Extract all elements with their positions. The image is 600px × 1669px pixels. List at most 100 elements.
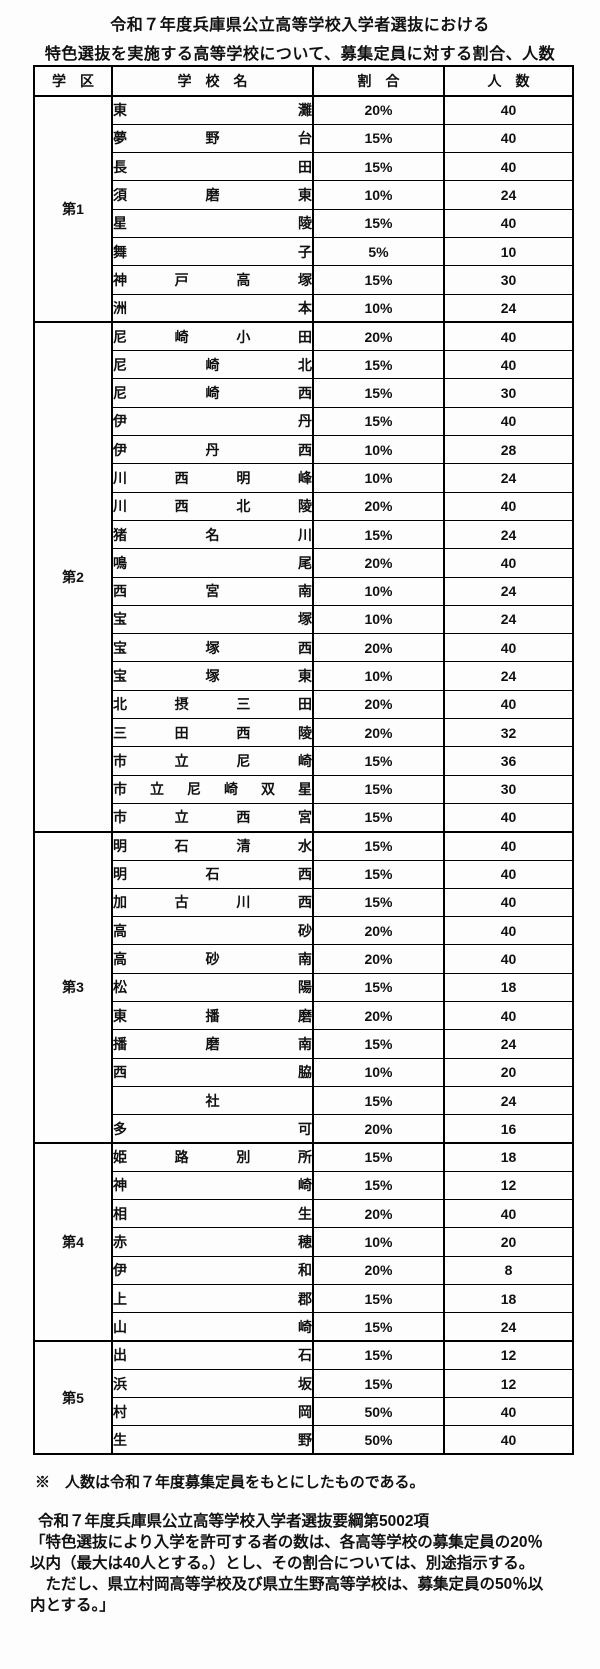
footer-reference-line: 令和７年度兵庫県公立高等学校入学者選抜要綱第5002項 [38,1513,429,1530]
count-value: 40 [443,1425,574,1455]
table-row: 西宮南 10% 24 [34,576,574,606]
school-name: 村岡 [111,1397,314,1427]
count-value: 40 [443,208,574,238]
count-value: 28 [443,435,574,465]
table-row: 第3 明石清水 15% 40 [33,830,574,1144]
table-row: 第1 東灘 20% 40 [33,94,574,323]
table-row: 夢野台 15% 40 [34,123,574,154]
school-name: 神戸高塚 [111,265,314,295]
school-name: 鳴尾 [111,548,314,578]
district-label: 第1 [33,94,113,323]
table-row: 尼崎西 15% 30 [34,378,574,408]
school-name: 星陵 [111,208,314,238]
table-row: 加古川西 15% 40 [34,887,574,918]
count-value: 40 [443,633,574,663]
count-value: 24 [443,293,574,323]
school-name: 加古川西 [111,887,314,918]
school-name: 明石清水 [111,830,314,861]
school-name: 宝塚 [111,604,314,635]
table-header-row: 学 区 学 校 名 割 合 人 数 [33,65,574,97]
header-district-label: 学 区 [33,65,113,97]
table-row: 市立尼崎双星 15% 30 [34,774,574,804]
school-name: 猪名川 [111,519,314,550]
ratio-value: 15% [312,774,445,804]
ratio-value: 15% [312,1368,445,1399]
count-value: 30 [443,265,574,295]
ratio-value: 15% [312,830,445,861]
school-name: 松陽 [111,972,314,1003]
count-value: 16 [443,1114,574,1144]
ratio-value: 20% [312,321,445,352]
ratio-value: 20% [312,94,445,125]
school-name: 市立西宮 [111,802,314,833]
school-name: 尼崎北 [111,350,314,380]
school-name: 姫路別所 [111,1141,314,1172]
table-row: 伊丹 15% 40 [34,406,574,437]
ratio-value: 20% [312,1199,445,1229]
ratio-value: 15% [312,152,445,182]
count-value: 40 [443,1397,574,1427]
ratio-value: 10% [312,435,445,465]
school-name: 浜坂 [111,1368,314,1399]
count-value: 40 [443,123,574,154]
count-value: 24 [443,519,574,550]
ratio-value: 15% [312,519,445,550]
table-row: 相生 20% 40 [34,1199,574,1229]
count-value: 24 [443,1029,574,1059]
school-name: 川西明峰 [111,463,314,493]
count-value: 40 [443,491,574,521]
school-table-body: 第1 東灘 20% 40 夢野台 15% 40 長田 15% 40 須磨東 10% 24 星陵 15% 40 舞… [33,94,574,1455]
count-value: 36 [443,746,574,776]
school-name: 多可 [111,1114,314,1144]
school-name: 北摂三田 [111,689,314,720]
count-value: 40 [443,887,574,918]
ratio-value: 15% [312,123,445,154]
table-row: 第2 尼崎小田 20% 40 [33,321,574,833]
ratio-value: 10% [312,463,445,493]
ratio-value: 10% [312,1227,445,1257]
ratio-value: 10% [312,604,445,635]
count-value: 18 [443,1141,574,1172]
ratio-value: 50% [312,1397,445,1427]
school-name: 赤穂 [111,1227,314,1257]
document-title-line1: 令和７年度兵庫県公立高等学校入学者選抜における [110,17,490,34]
table-row: 舞子 5% 10 [34,236,574,267]
count-value: 40 [443,406,574,437]
ratio-value: 15% [312,746,445,776]
table-row: 高砂南 20% 40 [34,944,574,974]
footer-quote-line: ただし、県立村岡高等学校及び県立生野高等学校は、募集定員の50％以 [30,1576,544,1593]
count-value: 30 [443,774,574,804]
count-value: 40 [443,689,574,720]
ratio-value: 20% [312,944,445,974]
count-value: 24 [443,1085,574,1116]
table-row: 猪名川 15% 24 [34,519,574,550]
ratio-value: 10% [312,180,445,210]
table-row: 須磨東 10% 24 [34,180,574,210]
school-name: 出石 [111,1340,314,1370]
table-row: 市立西宮 15% 40 [34,802,574,833]
school-name: 相生 [111,1199,314,1229]
school-name: 伊丹西 [111,435,314,465]
table-row: 第4 姫路別所 15% 18 [33,1141,574,1342]
table-row: 明石西 15% 40 [34,859,574,889]
table-row: 尼崎北 15% 40 [34,350,574,380]
table-row: 川西北陵 20% 40 [34,491,574,521]
school-name: 市立尼崎双星 [111,774,314,804]
ratio-value: 15% [312,265,445,295]
table-row: 川西明峰 10% 24 [34,463,574,493]
table-row: 鳴尾 20% 40 [34,548,574,578]
count-value: 40 [443,944,574,974]
header-ratio-label: 割 合 [312,65,445,97]
table-row: 洲本 10% 24 [34,293,574,323]
asterisk-note: ※ 人数は令和７年度募集定員をもとにしたものである。 [35,1474,425,1491]
ratio-value: 20% [312,548,445,578]
count-value: 24 [443,661,574,691]
table-row: 東播磨 20% 40 [34,1000,574,1031]
school-name: 舞子 [111,236,314,267]
ratio-value: 10% [312,1057,445,1087]
ratio-value: 5% [312,236,445,267]
ratio-value: 20% [312,689,445,720]
ratio-value: 15% [312,208,445,238]
ratio-value: 15% [312,406,445,437]
school-name: 伊和 [111,1255,314,1285]
